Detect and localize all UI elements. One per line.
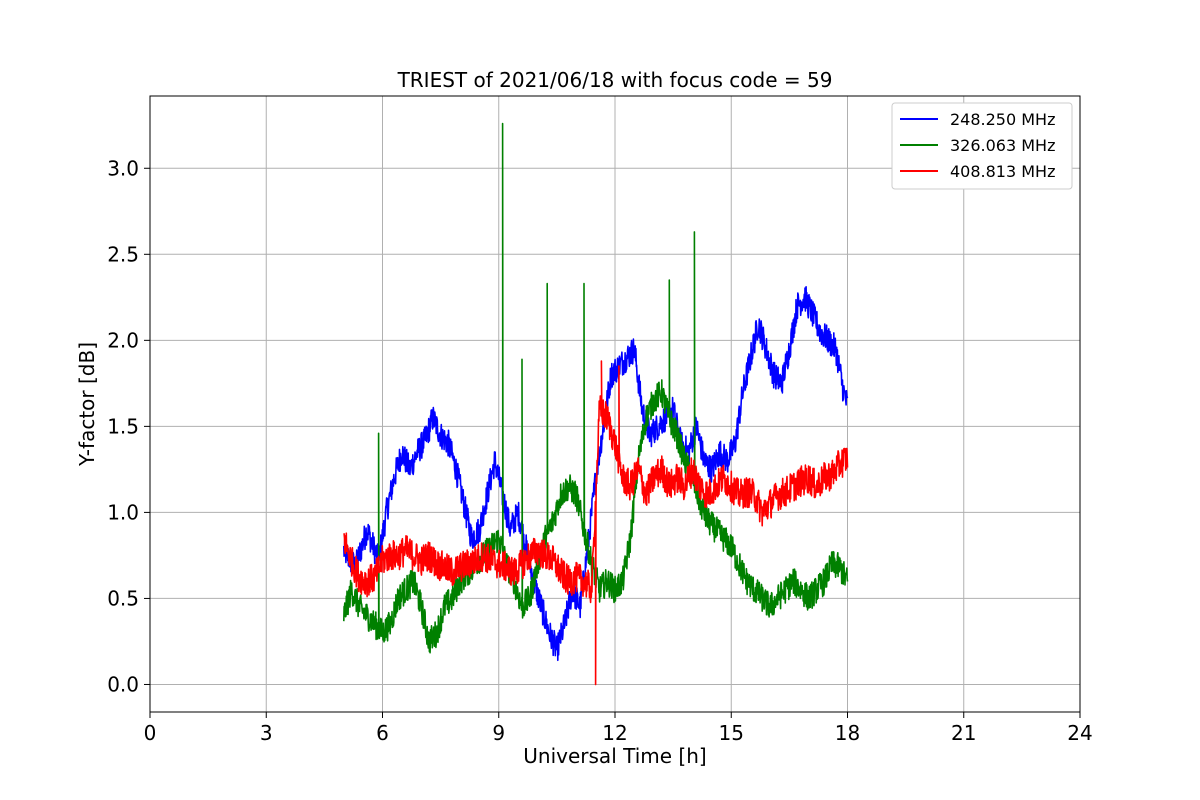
x-tick-label: 21 xyxy=(951,721,976,745)
y-tick-label: 1.0 xyxy=(107,500,139,524)
x-tick-label: 18 xyxy=(835,721,860,745)
legend-entry: 408.813 MHz xyxy=(950,162,1055,181)
x-tick-label: 24 xyxy=(1067,721,1092,745)
series-line-3 xyxy=(343,360,849,686)
x-tick-label: 15 xyxy=(719,721,744,745)
x-tick-label: 9 xyxy=(492,721,505,745)
legend: 248.250 MHz 326.063 MHz 408.813 MHz xyxy=(891,102,1073,190)
chart-title: TRIEST of 2021/06/18 with focus code = 5… xyxy=(397,68,833,92)
y-axis-label: Y-factor [dB] xyxy=(75,342,99,467)
y-tick-label: 0.0 xyxy=(107,672,139,696)
x-tick-label: 6 xyxy=(376,721,389,745)
y-tick-label: 2.5 xyxy=(107,242,139,266)
y-tick-label: 2.0 xyxy=(107,328,139,352)
y-tick-label: 3.0 xyxy=(107,156,139,180)
x-axis-label: Universal Time [h] xyxy=(523,744,706,768)
legend-box xyxy=(891,102,1073,190)
x-tick-label: 12 xyxy=(602,721,627,745)
grid xyxy=(149,96,1081,712)
x-tick-label: 0 xyxy=(144,721,157,745)
series-line-2 xyxy=(343,122,849,654)
y-ticks: 0.0 0.5 1.0 1.5 2.0 2.5 3.0 xyxy=(107,156,150,696)
series-layer xyxy=(343,122,849,686)
y-tick-label: 0.5 xyxy=(107,586,139,610)
legend-entry: 248.250 MHz xyxy=(950,110,1055,129)
x-ticks: 0 3 6 9 12 15 18 21 24 xyxy=(144,712,1093,745)
x-tick-label: 3 xyxy=(260,721,273,745)
y-tick-label: 1.5 xyxy=(107,414,139,438)
legend-entry: 326.063 MHz xyxy=(950,136,1055,155)
